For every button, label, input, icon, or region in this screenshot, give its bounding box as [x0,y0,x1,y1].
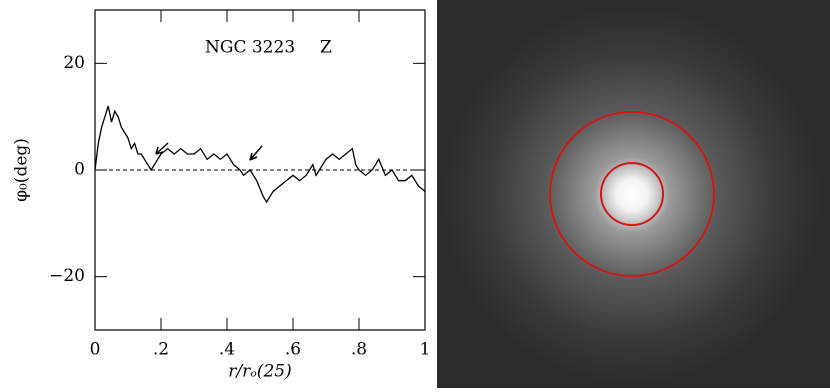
galaxy-image [437,0,830,388]
x-tick-label: .6 [285,340,301,360]
x-tick-label: 1 [420,340,431,360]
data-line [94,105,426,204]
x-axis-label: r/rₒ(25) [228,362,291,382]
x-tick-label: 0 [90,340,101,360]
band-label: Z [320,38,332,58]
x-tick-label: .8 [351,340,367,360]
x-tick-label: .2 [153,340,169,360]
y-tick-label: 20 [63,53,85,73]
y-tick-label: 0 [74,160,85,180]
y-axis-label: φ₀(deg) [12,138,32,202]
chart-title: NGC 3223 [205,38,295,58]
x-tick-label: .4 [219,340,235,360]
arrows [155,142,263,161]
y-tick-label: −20 [49,266,85,286]
